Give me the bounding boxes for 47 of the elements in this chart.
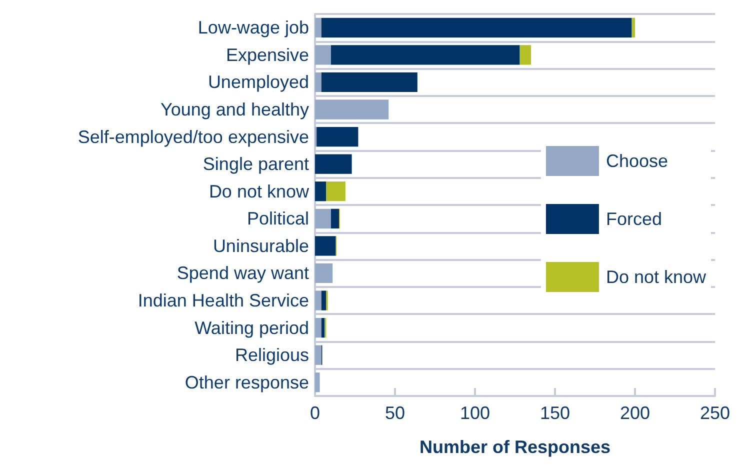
y-tick-label: Young and healthy <box>160 100 309 120</box>
y-tick-label: Single parent <box>202 154 309 174</box>
y-tick-label: Low-wage job <box>198 18 309 38</box>
bar <box>326 182 346 202</box>
x-tick-label: 200 <box>620 403 650 423</box>
bar <box>321 18 632 38</box>
bar <box>520 45 531 65</box>
bar <box>315 182 326 202</box>
bar <box>315 154 352 174</box>
bar <box>632 18 635 38</box>
y-tick-label: Religious <box>234 345 309 366</box>
bar <box>315 290 322 310</box>
x-tick-label: 100 <box>460 403 490 423</box>
bar <box>321 72 418 92</box>
bar <box>315 236 336 256</box>
bar <box>331 45 520 65</box>
x-tick-label: 50 <box>384 403 406 423</box>
y-tick-label: Indian Health Service <box>138 290 309 310</box>
y-tick-label: Waiting period <box>194 318 309 338</box>
legend-label: Do not know <box>606 267 707 287</box>
bar <box>315 318 322 338</box>
y-tick-label: Spend way want <box>176 263 309 284</box>
bar <box>315 45 331 65</box>
y-tick-label: Expensive <box>226 44 309 65</box>
bar <box>321 318 325 338</box>
y-tick-label: Self-employed/too expensive <box>78 126 309 147</box>
bar <box>315 72 322 92</box>
y-tick-label: Political <box>246 208 309 229</box>
bar <box>315 345 322 365</box>
bar <box>315 208 331 228</box>
x-tick-label: 250 <box>700 403 730 423</box>
bar <box>331 208 339 228</box>
legend-label: Forced <box>606 209 662 229</box>
bar <box>315 100 389 120</box>
bar <box>321 290 326 310</box>
y-tick-label: Do not know <box>208 181 310 202</box>
bar <box>316 126 358 147</box>
y-tick-label: Other response <box>184 372 309 392</box>
x-tick-label: 150 <box>540 403 570 423</box>
legend-label: Choose <box>606 151 668 171</box>
bar <box>315 18 322 38</box>
bar <box>315 372 320 392</box>
y-tick-label: Uninsurable <box>212 236 309 256</box>
bar <box>315 263 333 284</box>
x-axis-title: Number of Responses <box>419 437 611 457</box>
x-tick-label: 0 <box>310 403 320 423</box>
y-tick-label: Unemployed <box>208 72 309 92</box>
